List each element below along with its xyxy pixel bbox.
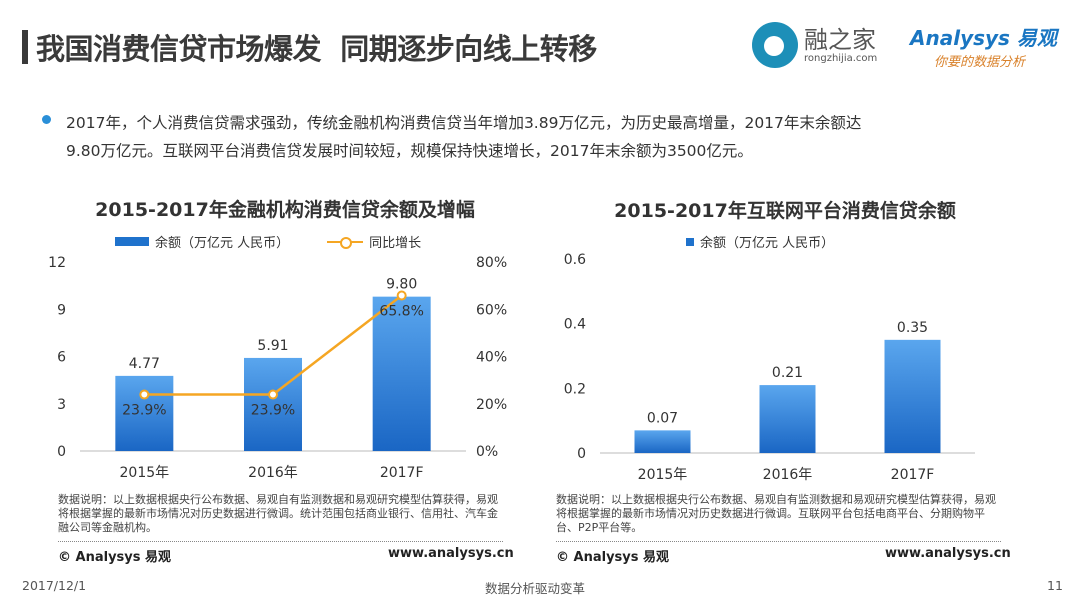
analysys-name: Analysys 易观 [910, 26, 1057, 50]
legend-label-balance: 余额（万亿元 人民币） [155, 236, 290, 251]
analysys-logo: Analysys 易观 你要的数据分析 [910, 22, 1057, 70]
divider [556, 541, 1001, 542]
chart1-legend: 余额（万亿元 人民币） 同比增长 [115, 232, 421, 251]
rongzhijia-logo-icon [752, 22, 798, 68]
y-tick-label: 0.6 [564, 252, 586, 268]
page-title: 我国消费信贷市场爆发 同期逐步向线上转移 [36, 32, 597, 66]
bar-value-label: 4.77 [129, 356, 160, 372]
growth-point [139, 389, 150, 400]
x-tick-label: 2015年 [638, 467, 688, 483]
bullet-icon [42, 115, 51, 124]
divider [58, 541, 503, 542]
bullet-line-2: 9.80万亿元。互联网平台消费信贷发展时间较短，规模保持快速增长，2017年末余… [66, 142, 753, 160]
bar-value-label: 5.91 [257, 338, 288, 354]
y-tick-label: 12 [48, 255, 66, 271]
chart1-plot: 0 3 6 9 12 0% 20% 40% 60% 80% 4.77 2015年 5.91 2016年 9.… [48, 255, 507, 481]
bar [244, 357, 302, 451]
rzj-url: rongzhijia.com [804, 52, 878, 64]
footer-slogan: 数据分析驱动变革 [485, 581, 586, 596]
y-tick-label: 0 [57, 444, 66, 460]
title-accent-bar [22, 30, 28, 64]
x-tick-label: 2016年 [763, 467, 813, 483]
y-tick-label: 0.2 [564, 381, 586, 397]
website-right[interactable]: www.analysys.cn [885, 546, 1011, 561]
bar [115, 375, 174, 451]
chart1-title: 2015-2017年金融机构消费信贷余额及增幅 [95, 199, 475, 221]
page-number: 11 [1047, 578, 1063, 593]
growth-value-label: 65.8% [379, 304, 423, 320]
bar [372, 296, 431, 451]
legend-label-balance: 余额（万亿元 人民币） [700, 236, 835, 251]
x-tick-label: 2015年 [120, 465, 170, 481]
x-tick-label: 2017F [380, 465, 424, 481]
y-tick-label: 3 [57, 397, 66, 413]
website-left[interactable]: www.analysys.cn [388, 546, 514, 561]
bar-value-label: 0.35 [897, 320, 928, 336]
analysys-slogan: 你要的数据分析 [934, 55, 1026, 70]
y-tick-label: 6 [57, 350, 66, 366]
bar [634, 430, 691, 453]
bar-value-label: 0.21 [772, 365, 803, 381]
y2-tick-label: 40% [476, 350, 507, 366]
note-left: 数据说明：以上数据根据央行公布数据、易观自有监测数据和易观研究模型估算获得，易观… [58, 493, 498, 534]
rzj-name: 融之家 [804, 25, 876, 54]
y2-tick-label: 0% [476, 444, 498, 460]
growth-point [268, 389, 278, 400]
bar [759, 385, 816, 453]
bar-value-label: 0.07 [647, 410, 678, 426]
chart2-legend: 余额（万亿元 人民币） [686, 232, 834, 251]
y2-tick-label: 60% [476, 302, 507, 318]
rongzhijia-logo: 融之家 rongzhijia.com [752, 22, 877, 68]
copyright-left: © Analysys 易观 [58, 550, 172, 565]
y2-tick-label: 80% [476, 255, 507, 271]
footer-date: 2017/12/1 [22, 578, 87, 593]
y-tick-label: 0 [577, 446, 586, 462]
copyright-right: © Analysys 易观 [556, 550, 670, 565]
bar-value-label: 9.80 [386, 277, 417, 293]
y-tick-label: 0.4 [564, 317, 586, 333]
chart2-title: 2015-2017年互联网平台消费信贷余额 [614, 200, 956, 222]
legend-line-swatch [327, 236, 364, 249]
legend-bar-swatch [686, 237, 694, 246]
chart2-plot: 0 0.2 0.4 0.6 0.07 2015年 0.21 2016年 0.35 2017F [564, 252, 975, 483]
legend-bar-swatch [115, 237, 149, 246]
note-right: 数据说明：以上数据根据央行公布数据、易观自有监测数据和易观研究模型估算获得，易观… [556, 493, 996, 534]
bar [884, 339, 941, 453]
y-tick-label: 9 [57, 302, 66, 318]
bullet-line-1: 2017年，个人消费信贷需求强劲，传统金融机构消费信贷当年增加3.89万亿元，为… [66, 114, 862, 132]
growth-value-label: 23.9% [251, 403, 295, 419]
y2-tick-label: 20% [476, 397, 507, 413]
growth-value-label: 23.9% [122, 403, 166, 419]
x-tick-label: 2017F [891, 467, 935, 483]
x-tick-label: 2016年 [248, 465, 298, 481]
legend-label-growth: 同比增长 [369, 236, 422, 251]
growth-point [396, 290, 407, 301]
